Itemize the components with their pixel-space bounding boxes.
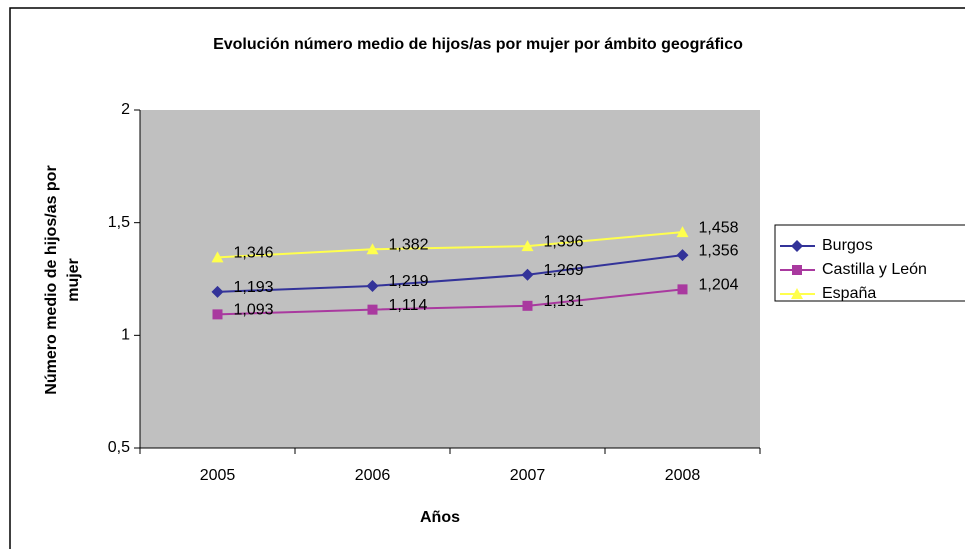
legend-label: Castilla y León (822, 261, 927, 278)
x-tick-label: 2008 (665, 467, 701, 484)
data-label: 1,346 (234, 245, 274, 262)
y-tick-label: 0,5 (108, 439, 130, 456)
data-label: 1,219 (389, 273, 429, 290)
marker (522, 300, 533, 311)
data-label: 1,382 (389, 236, 429, 253)
marker (211, 251, 224, 263)
data-label: 1,396 (544, 233, 584, 250)
plot-area (140, 110, 760, 448)
legend-marker (791, 240, 803, 252)
chart-title: Evolución número medio de hijos/as por m… (213, 36, 743, 53)
y-tick-label: 1,5 (108, 214, 130, 231)
data-label: 1,093 (234, 302, 274, 319)
y-tick-label: 2 (121, 101, 130, 118)
marker (677, 284, 688, 295)
marker (521, 268, 534, 281)
marker (367, 304, 378, 315)
marker (676, 249, 689, 262)
marker (211, 285, 224, 298)
data-label: 1,204 (699, 277, 739, 294)
legend-label: Burgos (822, 237, 873, 254)
marker (366, 279, 379, 292)
data-label: 1,131 (544, 293, 584, 310)
x-tick-label: 2005 (200, 467, 236, 484)
data-label: 1,193 (234, 279, 274, 296)
data-label: 1,269 (544, 262, 584, 279)
marker (366, 243, 379, 255)
series-line (217, 231, 683, 259)
marker (521, 240, 534, 252)
data-label: 1,356 (699, 242, 739, 259)
marker (212, 309, 223, 320)
series-line (217, 254, 683, 293)
series-line (217, 288, 683, 316)
x-tick-label: 2006 (355, 467, 391, 484)
legend-marker (792, 265, 802, 275)
y-tick-label: 1 (121, 327, 130, 344)
legend-label: España (822, 285, 876, 302)
data-label: 1,114 (389, 297, 428, 314)
legend-marker (791, 288, 803, 299)
y-axis-label: Número medio de hijos/as por mujer (43, 165, 82, 394)
data-label: 1,458 (699, 219, 739, 236)
x-tick-label: 2007 (510, 467, 546, 484)
legend (774, 224, 965, 302)
marker (676, 226, 689, 238)
x-axis-label: Años (420, 509, 460, 526)
